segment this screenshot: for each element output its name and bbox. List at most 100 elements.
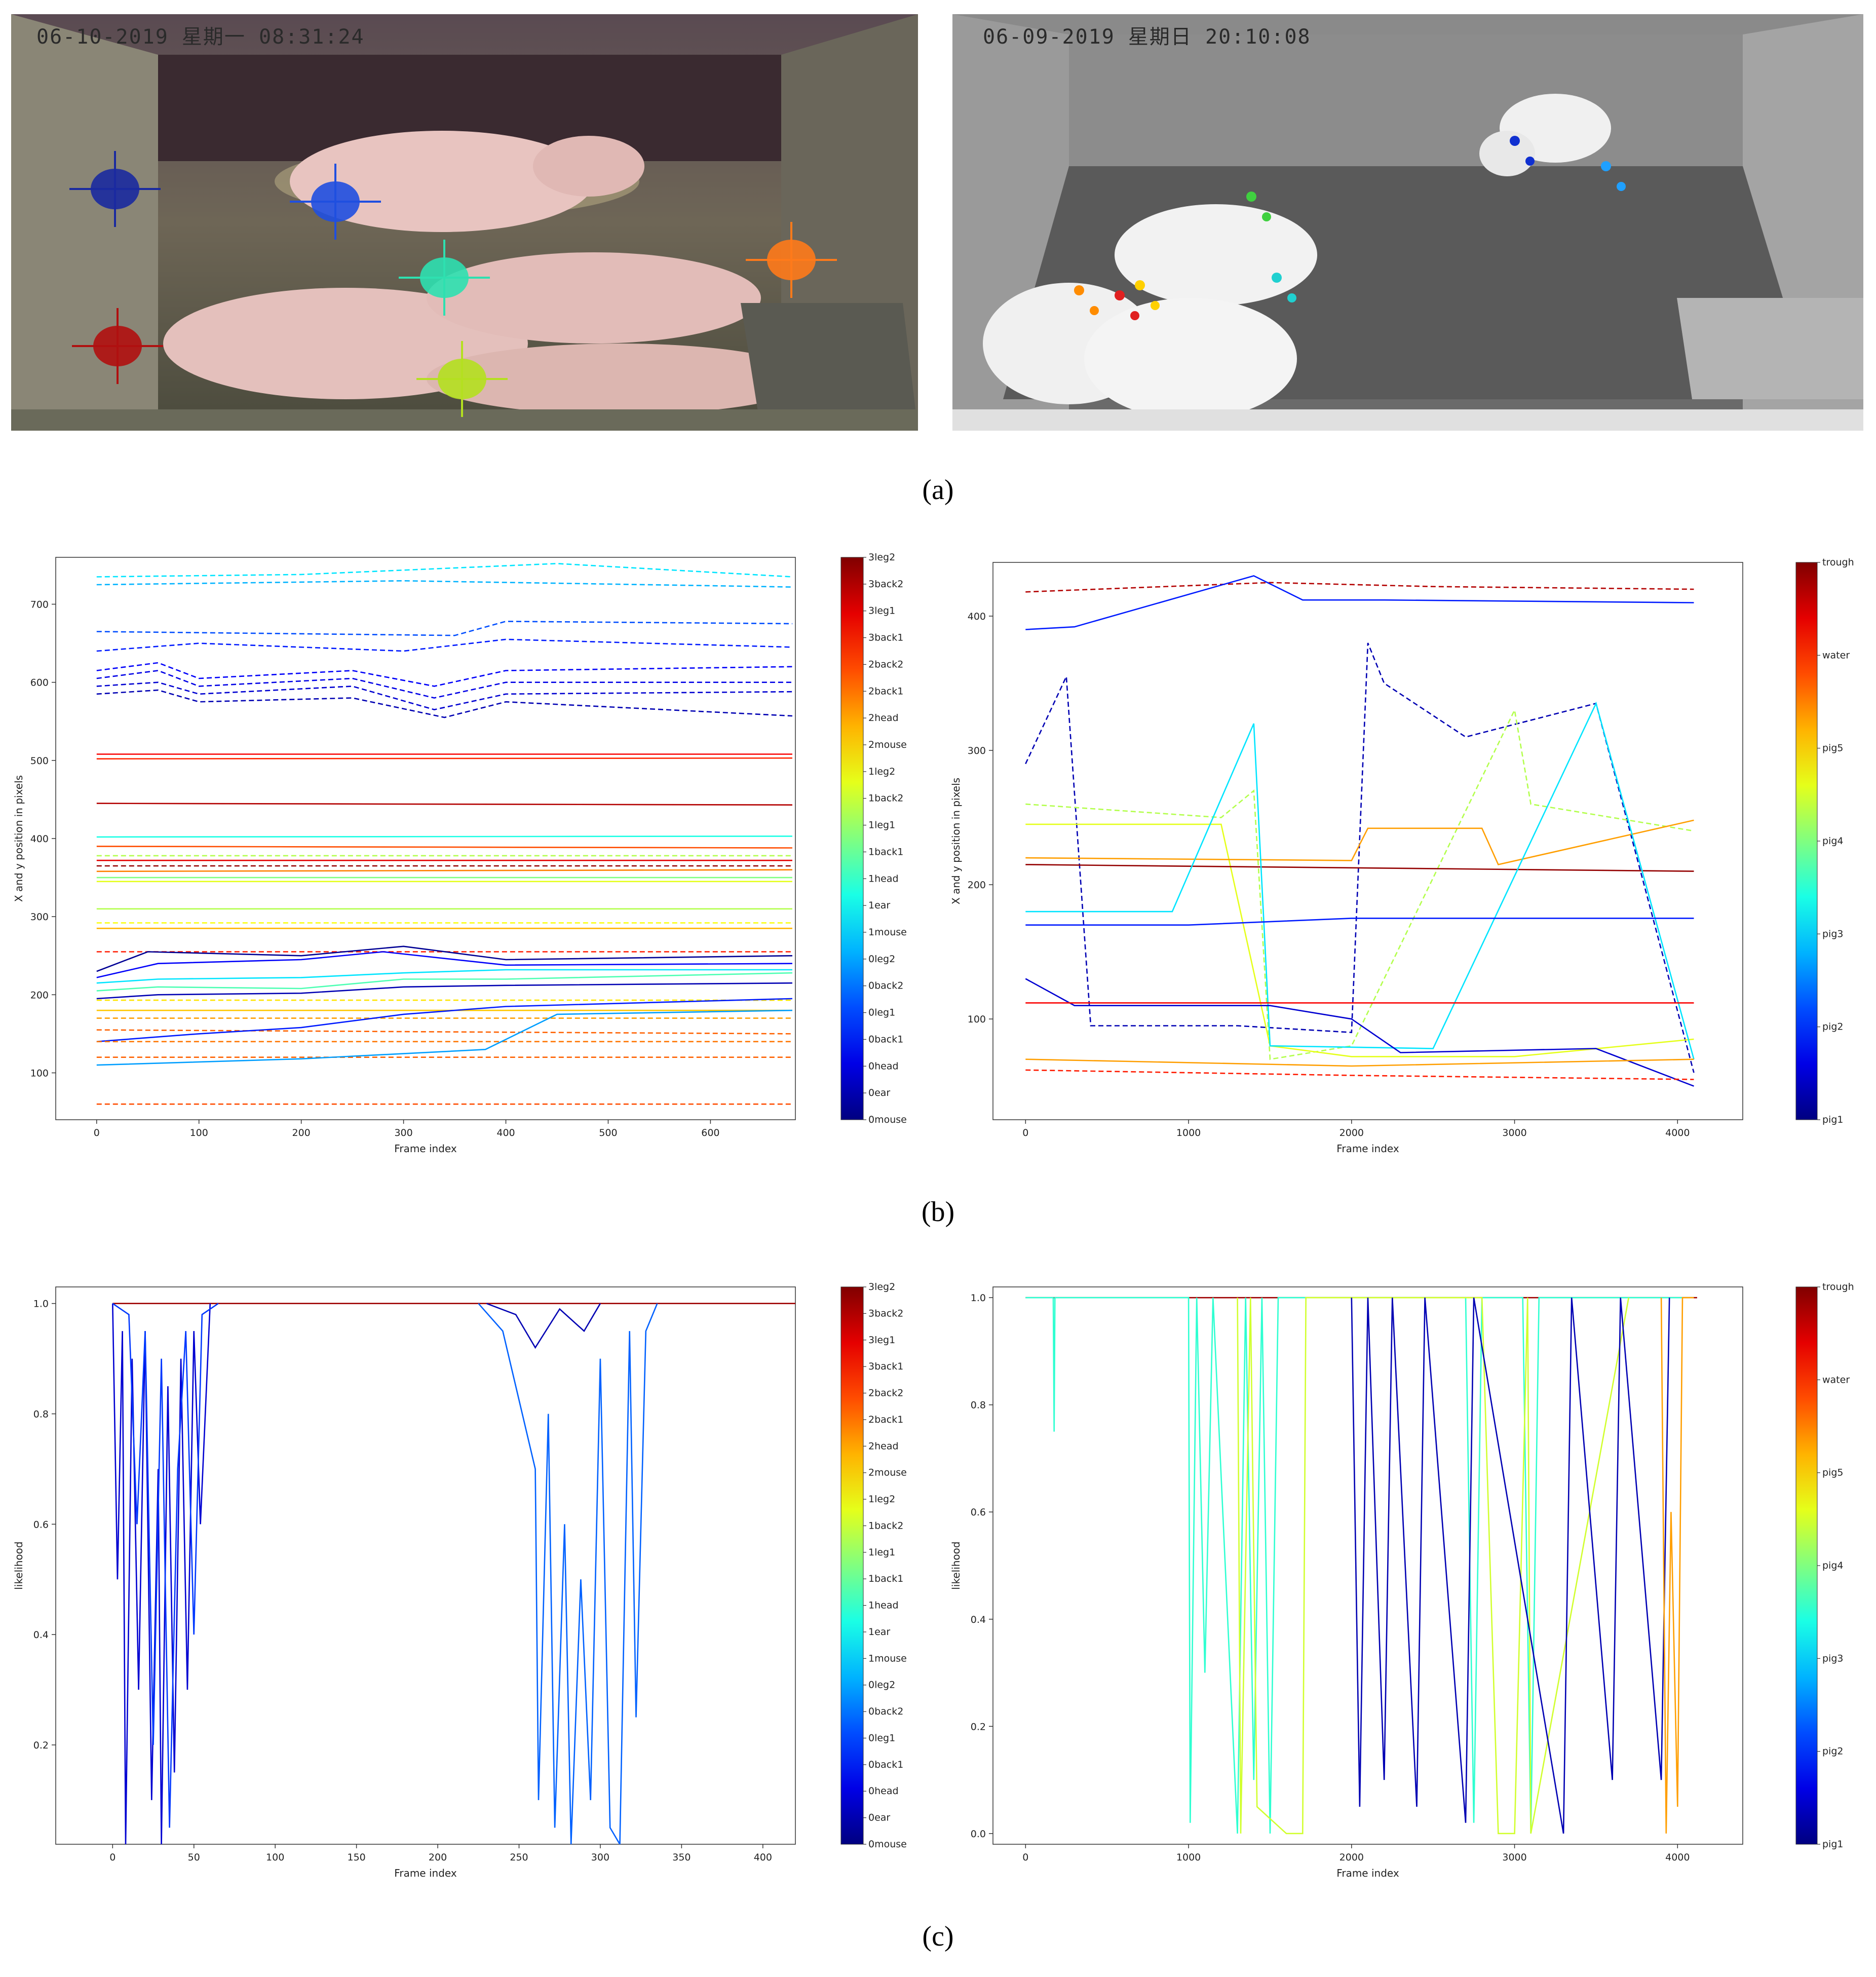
keypoint-marker — [1510, 136, 1535, 166]
series-line — [96, 846, 792, 849]
series-line — [1025, 819, 1694, 865]
colorbar-label: 1back1 — [868, 846, 903, 857]
y-tick-label: 300 — [30, 911, 49, 923]
colorbar-label: 0mouse — [868, 1839, 907, 1850]
y-axis-label: X and y position in pixels — [950, 778, 962, 904]
y-tick-label: 400 — [30, 833, 49, 845]
colorbar-label: 3leg1 — [868, 1335, 895, 1346]
x-tick-label: 0 — [94, 1127, 100, 1138]
colorbar-label: pig4 — [1822, 835, 1844, 847]
y-tick-label: 0.2 — [33, 1740, 49, 1751]
y-tick-label: 500 — [30, 755, 49, 767]
colorbar-label: 0back1 — [868, 1759, 903, 1770]
colorbar-label: 1leg2 — [868, 1494, 895, 1505]
colorbar-label: pig5 — [1822, 1467, 1844, 1478]
colorbar-label: pig1 — [1822, 1114, 1844, 1125]
series-line — [1025, 582, 1694, 593]
colorbar-label: 0ear — [868, 1812, 890, 1823]
chart-b-left: 0 100 200 300 400 500 600 100 200 300 400 500 600 700… — [0, 547, 922, 1155]
colorbar-label: 0ear — [868, 1087, 890, 1098]
keypoint-marker — [290, 164, 381, 240]
x-tick-label: 100 — [190, 1127, 208, 1138]
colorbar-label: 2back2 — [868, 1388, 903, 1399]
y-tick-label: 0.4 — [33, 1629, 49, 1641]
x-tick-label: 2000 — [1339, 1127, 1364, 1138]
series-line — [96, 580, 792, 588]
pig-lying-2 — [427, 252, 761, 344]
series-line — [96, 621, 792, 636]
colorbar-label: 2mouse — [868, 739, 907, 750]
y-tick-label: 0.6 — [971, 1507, 986, 1518]
photo-night-pigpen: 06-09-2019 星期日 20:10:08 — [952, 14, 1863, 431]
x-tick-label: 1000 — [1176, 1127, 1201, 1138]
x-tick-label: 0 — [109, 1852, 116, 1863]
y-axis-label: likelihood — [950, 1541, 962, 1589]
keypoint-marker — [1074, 285, 1099, 315]
colorbar-label: water — [1822, 650, 1850, 661]
series-line — [1025, 1297, 1694, 1834]
y-tick-label: 200 — [968, 880, 986, 891]
colorbar-label: 2back2 — [868, 659, 903, 670]
series-line — [1025, 1058, 1694, 1067]
colorbar-label: 0mouse — [868, 1114, 907, 1125]
keypoint-marker — [1601, 161, 1626, 191]
colorbar-label: pig2 — [1822, 1021, 1844, 1033]
series-line — [96, 638, 792, 652]
x-tick-label: 250 — [510, 1852, 528, 1863]
plot-area — [55, 557, 796, 1120]
x-tick-label: 3000 — [1502, 1127, 1526, 1138]
panel-label-a: (a) — [922, 474, 954, 506]
x-tick-label: 100 — [266, 1852, 284, 1863]
series-line — [1237, 1297, 1630, 1835]
x-tick-label: 4000 — [1665, 1852, 1690, 1863]
keypoint-marker — [1246, 192, 1271, 221]
y-axis-label: likelihood — [13, 1541, 25, 1589]
series-line — [96, 998, 792, 1043]
series-line — [478, 1303, 658, 1844]
colorbar-label: 1mouse — [868, 927, 907, 938]
y-tick-label: 0.4 — [971, 1614, 986, 1625]
keypoint-marker — [72, 308, 163, 384]
y-tick-label: 100 — [968, 1014, 986, 1025]
pig-standing — [290, 131, 594, 232]
x-axis-label: Frame index — [1336, 1143, 1399, 1155]
colorbar-label: 1ear — [868, 1626, 890, 1638]
colorbar-label: 1back2 — [868, 1520, 903, 1531]
pig-lying-3 — [1084, 298, 1297, 420]
colorbar-label: 1back2 — [868, 793, 903, 804]
y-tick-label: 400 — [968, 611, 986, 622]
series-line — [96, 803, 792, 806]
colorbar-label: 2back1 — [868, 1414, 903, 1425]
y-tick-label: 0.2 — [971, 1721, 986, 1732]
pig-lying-1 — [1115, 204, 1317, 306]
colorbar-label: 1leg1 — [868, 1547, 895, 1558]
plot-area — [55, 1286, 796, 1845]
x-tick-label: 50 — [188, 1852, 200, 1863]
colorbar-label: 1back1 — [868, 1573, 903, 1584]
colorbar-label: 1head — [868, 1600, 899, 1611]
photo-daytime-pigpen: 06-10-2019 星期一 08:31:24 — [11, 14, 918, 431]
y-tick-label: 600 — [30, 677, 49, 689]
series-line — [96, 835, 792, 838]
colorbar-label: 3back1 — [868, 632, 903, 643]
colorbar-label: 3leg2 — [868, 1281, 895, 1292]
colorbar-label: 0head — [868, 1785, 899, 1797]
x-axis-label: Frame index — [394, 1867, 457, 1879]
x-tick-label: 500 — [599, 1127, 617, 1138]
series-line — [1025, 708, 1694, 1060]
colorbar-label: water — [1822, 1374, 1850, 1385]
series-line — [96, 951, 792, 978]
x-tick-label: 200 — [429, 1852, 447, 1863]
series-line — [96, 662, 792, 687]
colorbar-label: 0leg2 — [868, 954, 895, 965]
x-tick-label: 0 — [1022, 1852, 1028, 1863]
y-tick-label: 0.6 — [33, 1519, 49, 1530]
keypoint-marker — [1115, 290, 1139, 320]
panel-label-c: (c) — [922, 1921, 954, 1952]
y-tick-label: 200 — [30, 990, 49, 1001]
keypoint-marker — [69, 151, 161, 227]
timestamp-overlay: 06-09-2019 星期日 20:10:08 — [983, 25, 1311, 49]
colorbar-label: 3leg1 — [868, 605, 895, 617]
series-line — [1025, 978, 1694, 1087]
chart-c-right: 0 1000 2000 3000 4000 0.0 0.2 0.4 0.6 0.8 1.0 Frame… — [942, 1272, 1876, 1890]
